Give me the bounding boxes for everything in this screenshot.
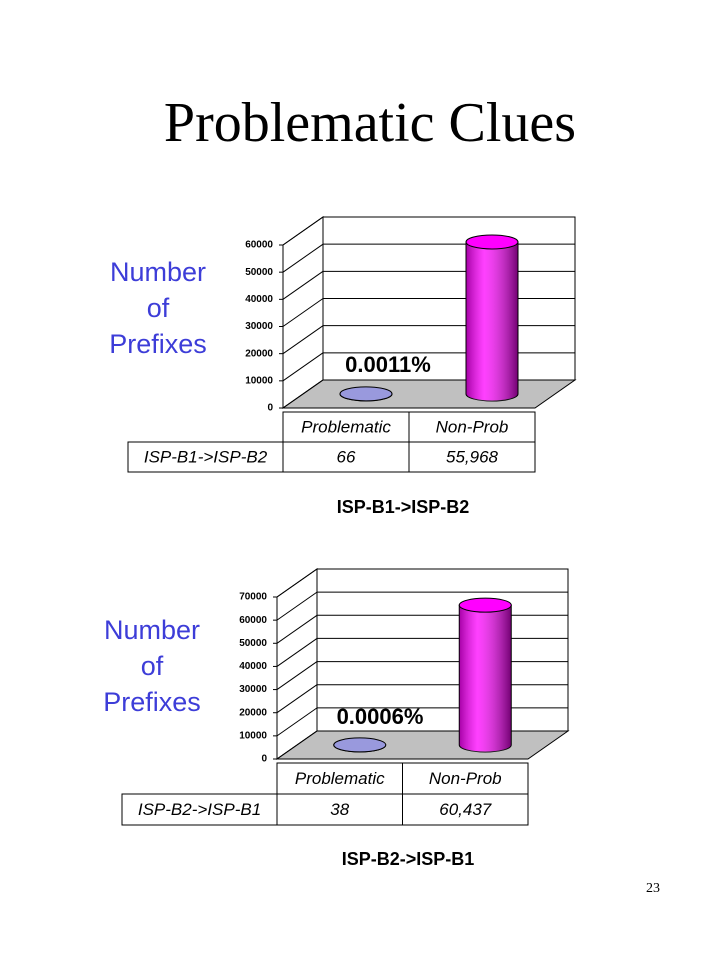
y-tick-label: 60000 bbox=[245, 240, 273, 251]
y-tick-label: 30000 bbox=[239, 684, 267, 695]
grid-line-side bbox=[282, 298, 324, 327]
bar-top bbox=[333, 737, 387, 753]
bar-shade bbox=[459, 605, 512, 752]
slide-title: Problematic Clues bbox=[164, 92, 576, 154]
y-tick-label: 40000 bbox=[245, 294, 273, 305]
grid-line-side bbox=[282, 243, 324, 273]
y-tick-label: 10000 bbox=[245, 375, 273, 386]
x-axis-label: ISP-B1->ISP-B2 bbox=[337, 497, 470, 517]
table-cell bbox=[402, 793, 529, 826]
table-cell bbox=[121, 793, 278, 826]
grid-line-side bbox=[276, 707, 318, 737]
grid-line-side bbox=[282, 352, 324, 382]
grid-line-side bbox=[276, 730, 318, 760]
y-axis-label: Number of Prefixes bbox=[109, 257, 207, 359]
grid-line-side bbox=[282, 379, 324, 409]
bar-top bbox=[458, 597, 512, 613]
legend-label: ISP-B2->ISP-B1 bbox=[138, 800, 261, 819]
y-axis-label: Number of Prefixes bbox=[103, 615, 201, 717]
y-tick-label: 40000 bbox=[239, 661, 267, 672]
table-value: 38 bbox=[330, 800, 349, 819]
grid-line-side bbox=[276, 614, 318, 644]
legend-label: ISP-B1->ISP-B2 bbox=[144, 447, 268, 466]
y-tick-label: 50000 bbox=[239, 638, 267, 649]
grid-line-side bbox=[276, 638, 318, 667]
bar-top bbox=[465, 234, 519, 250]
y-tick-label: 20000 bbox=[239, 707, 267, 718]
table-cell bbox=[127, 441, 284, 473]
y-tick-label: 30000 bbox=[245, 321, 273, 332]
grid-line-side bbox=[276, 568, 318, 598]
side-wall bbox=[276, 568, 318, 760]
table-cell bbox=[408, 441, 536, 473]
bar-shade bbox=[466, 241, 518, 401]
y-tick-label: 60000 bbox=[239, 615, 267, 626]
table-header: Problematic bbox=[295, 769, 385, 788]
grid-line-side bbox=[276, 684, 318, 714]
table-header: Non-Prob bbox=[429, 769, 502, 788]
table-header: Non-Prob bbox=[436, 417, 509, 436]
bar-top bbox=[339, 386, 393, 402]
y-tick-label: 20000 bbox=[245, 348, 273, 359]
table-value: 66 bbox=[337, 447, 356, 466]
y-tick-label: 10000 bbox=[239, 730, 267, 741]
grid-line-side bbox=[276, 591, 318, 621]
page-number: 23 bbox=[646, 881, 660, 896]
grid-line-side bbox=[282, 216, 324, 246]
grid-line-side bbox=[276, 661, 318, 690]
x-axis-label: ISP-B2->ISP-B1 bbox=[342, 849, 475, 869]
annotation: 0.0011% bbox=[345, 352, 431, 377]
annotation: 0.0006% bbox=[337, 704, 424, 729]
y-tick-label: 70000 bbox=[239, 592, 267, 603]
table-value: 55,968 bbox=[446, 447, 499, 466]
table-value: 60,437 bbox=[439, 800, 492, 819]
floor bbox=[275, 730, 570, 760]
y-tick-label: 50000 bbox=[245, 267, 273, 278]
floor bbox=[281, 379, 577, 409]
table-header: Problematic bbox=[301, 417, 391, 436]
y-tick-label: 0 bbox=[261, 754, 267, 765]
grid-line-side bbox=[282, 325, 324, 355]
grid-line-side bbox=[282, 270, 324, 300]
y-tick-label: 0 bbox=[267, 403, 273, 414]
